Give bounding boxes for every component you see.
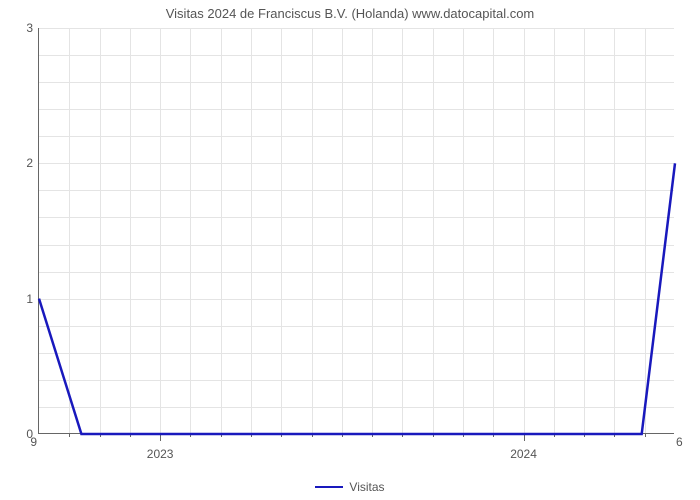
y-axis-tick-label: 2 [26, 156, 33, 170]
y-axis-tick-label: 1 [26, 292, 33, 306]
y-axis-tick-label: 3 [26, 21, 33, 35]
chart-title: Visitas 2024 de Franciscus B.V. (Holanda… [0, 6, 700, 21]
legend: Visitas [0, 479, 700, 494]
series-line [39, 28, 675, 434]
visits-chart: Visitas 2024 de Franciscus B.V. (Holanda… [0, 0, 700, 500]
x-axis-tick-label: 2023 [147, 447, 174, 461]
x-axis-end-label: 6 [676, 435, 683, 449]
plot-area: 01232023202496 [38, 28, 674, 434]
legend-swatch [315, 486, 343, 488]
x-axis-tick-label: 2024 [510, 447, 537, 461]
x-axis-start-label: 9 [30, 435, 37, 449]
legend-label: Visitas [349, 480, 384, 494]
